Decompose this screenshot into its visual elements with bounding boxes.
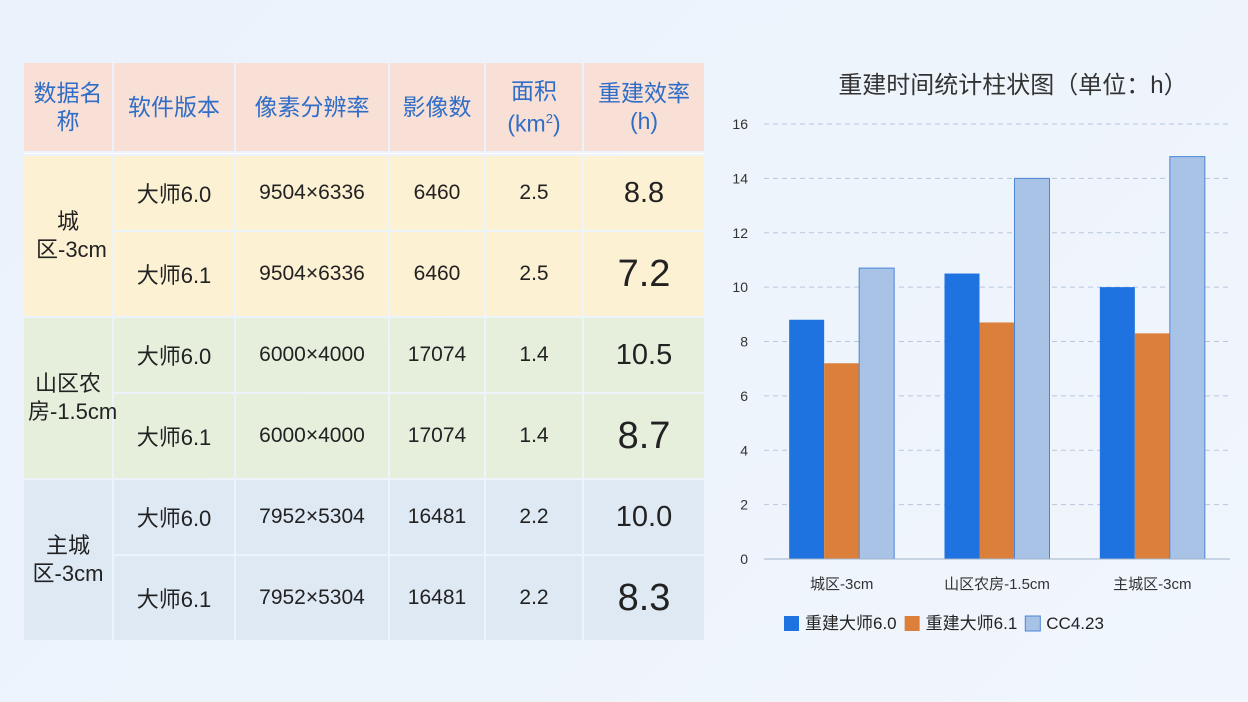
y-tick-label: 12 xyxy=(732,225,748,241)
bar xyxy=(1134,333,1170,559)
software-version: 大师6.0 xyxy=(114,480,234,554)
resolution-cell: 7952×5304 xyxy=(236,556,388,640)
image-count-cell: 17074 xyxy=(390,394,484,478)
table-row: 主城区-3cm 大师6.0 7952×5304 16481 2.2 10.0 xyxy=(24,480,704,640)
y-tick-label: 4 xyxy=(740,442,748,458)
header-name: 数据名称 xyxy=(24,63,112,151)
table-row: 城区-3cm 大师6.0 9504×6336 6460 2.5 8.8 xyxy=(24,156,704,316)
image-count-cell: 16481 xyxy=(390,556,484,640)
efficiency-cell: 10.5 xyxy=(584,318,704,392)
comparison-table: 数据名称 软件版本 像素分辨率 影像数 面积 (km2) 重建效率 (h) 城区… xyxy=(22,61,706,642)
header-efficiency-label: 重建效率 xyxy=(598,80,690,106)
project-name: 城区-3cm xyxy=(24,156,112,316)
header-area-unit: (km2) xyxy=(507,110,561,137)
header-resolution: 像素分辨率 xyxy=(236,63,388,151)
efficiency-cell: 10.0 xyxy=(584,480,704,554)
area-cell: 1.4 xyxy=(486,318,582,392)
project-name: 主城区-3cm xyxy=(24,480,112,640)
area-cell: 2.2 xyxy=(486,556,582,640)
table-row: 山区农房-1.5cm 大师6.0 6000×4000 17074 1.4 10.… xyxy=(24,318,704,478)
bar xyxy=(1014,177,1050,560)
resolution-cell: 6000×4000 xyxy=(236,394,388,478)
axis-layer: 0 2 4 6 8 10 12 14 16 城区-3cm 山区农房-1.5cm 主城区-3cm xyxy=(732,116,1230,593)
image-count-cell: 6460 xyxy=(390,232,484,316)
bar xyxy=(979,322,1015,559)
legend: 重建大师6.0 重建大师6.1 CC4.23 xyxy=(784,614,1104,633)
x-tick-label: 主城区-3cm xyxy=(1113,576,1191,593)
area-cell: 1.4 xyxy=(486,394,582,478)
efficiency-cell: 8.7 xyxy=(584,394,704,478)
software-version: 大师6.1 xyxy=(114,232,234,316)
bar xyxy=(858,267,895,560)
chart-title: 重建时间统计柱状图（单位：h） xyxy=(838,72,1187,99)
efficiency-cell: 7.2 xyxy=(584,232,704,316)
header-area-label: 面积 xyxy=(511,77,557,104)
header-software: 软件版本 xyxy=(114,63,234,151)
legend-swatch xyxy=(904,616,920,631)
resolution-cell: 7952×5304 xyxy=(236,480,388,554)
y-tick-label: 0 xyxy=(740,551,748,567)
efficiency-cell: 8.8 xyxy=(584,156,704,230)
y-tick-label: 10 xyxy=(732,279,748,295)
header-area: 面积 (km2) xyxy=(486,63,582,151)
resolution-cell: 9504×6336 xyxy=(236,156,388,230)
bar xyxy=(944,273,980,559)
legend-label: 重建大师6.1 xyxy=(926,614,1018,633)
header-images: 影像数 xyxy=(390,63,484,151)
bar-layer xyxy=(789,156,1206,560)
software-version: 大师6.1 xyxy=(114,556,234,640)
y-tick-label: 2 xyxy=(740,497,748,513)
bar xyxy=(1099,287,1135,559)
software-version: 大师6.1 xyxy=(114,394,234,478)
x-tick-label: 城区-3cm xyxy=(810,576,873,593)
bar-chart: 重建时间统计柱状图（单位：h） 0 2 4 6 8 10 12 14 16 城区-3cm 山区农房-… xyxy=(732,72,1230,633)
table-row: 大师6.1 6000×4000 17074 1.4 8.7 xyxy=(24,394,704,478)
software-version: 大师6.0 xyxy=(114,156,234,230)
legend-swatch xyxy=(784,616,799,631)
area-cell: 2.5 xyxy=(486,232,582,316)
resolution-cell: 9504×6336 xyxy=(236,232,388,316)
bar xyxy=(824,363,860,559)
y-tick-label: 8 xyxy=(740,334,748,350)
table-row: 大师6.1 9504×6336 6460 2.5 7.2 xyxy=(24,232,704,316)
resolution-cell: 6000×4000 xyxy=(236,318,388,392)
software-version: 大师6.0 xyxy=(114,318,234,392)
project-name: 山区农房-1.5cm xyxy=(24,318,117,478)
header-efficiency-unit: (h) xyxy=(629,108,659,134)
table-header-row: 数据名称 软件版本 像素分辨率 影像数 面积 (km2) 重建效率 (h) xyxy=(24,63,704,151)
area-cell: 2.5 xyxy=(486,156,582,230)
legend-swatch xyxy=(1024,615,1041,632)
image-count-cell: 17074 xyxy=(390,318,484,392)
image-count-cell: 6460 xyxy=(390,156,484,230)
legend-label: CC4.23 xyxy=(1046,614,1104,633)
efficiency-cell: 8.3 xyxy=(584,556,704,640)
table-row: 大师6.1 7952×5304 16481 2.2 8.3 xyxy=(24,556,704,640)
area-cell: 2.2 xyxy=(486,480,582,554)
bar xyxy=(1169,156,1206,560)
image-count-cell: 16481 xyxy=(390,480,484,554)
y-tick-label: 16 xyxy=(732,116,748,132)
header-efficiency: 重建效率 (h) xyxy=(584,63,704,151)
y-tick-label: 6 xyxy=(740,388,748,404)
y-tick-label: 14 xyxy=(732,170,748,186)
x-tick-label: 山区农房-1.5cm xyxy=(944,576,1050,593)
bar xyxy=(789,319,825,559)
legend-label: 重建大师6.0 xyxy=(805,614,897,633)
